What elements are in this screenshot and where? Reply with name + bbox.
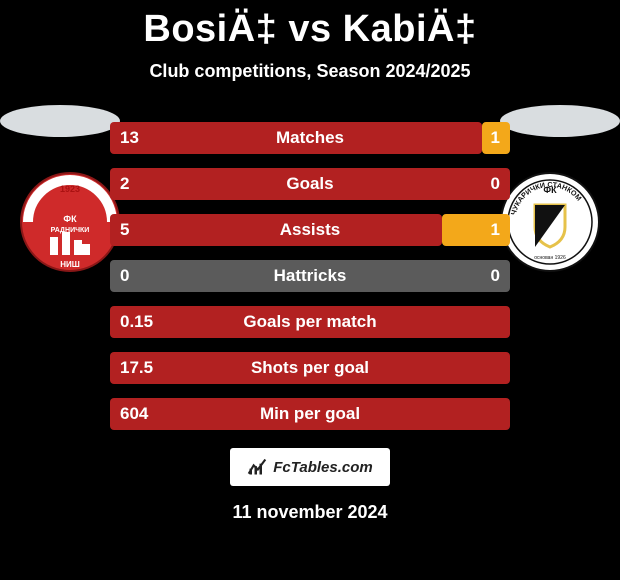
chart-icon bbox=[247, 457, 267, 477]
stat-row: 51Assists bbox=[110, 214, 510, 246]
svg-text:ФК: ФК bbox=[63, 214, 77, 224]
svg-text:НИШ: НИШ bbox=[60, 260, 80, 269]
stat-left-value: 17.5 bbox=[110, 352, 163, 384]
comparison-bars: 131Matches20Goals51Assists00Hattricks0.1… bbox=[110, 122, 510, 444]
stat-left-value: 604 bbox=[110, 398, 158, 430]
stat-left-value: 0.15 bbox=[110, 306, 163, 338]
page-title: BosiÄ‡ vs KabiÄ‡ bbox=[0, 0, 620, 51]
svg-text:основан 1926: основан 1926 bbox=[534, 255, 566, 261]
watermark: FcTables.com bbox=[230, 448, 390, 486]
stat-row: 0.15Goals per match bbox=[110, 306, 510, 338]
bar-left bbox=[110, 122, 482, 154]
club-logo-left: 1923 ФК РАДНИЧКИ НИШ bbox=[20, 172, 120, 272]
stat-row: 17.5Shots per goal bbox=[110, 352, 510, 384]
stat-right-value: 0 bbox=[481, 168, 510, 200]
stat-left-value: 0 bbox=[110, 260, 139, 292]
subtitle: Club competitions, Season 2024/2025 bbox=[0, 61, 620, 82]
bar-neutral bbox=[110, 260, 510, 292]
stat-row: 604Min per goal bbox=[110, 398, 510, 430]
bar-left bbox=[110, 214, 442, 246]
stat-right-value: 0 bbox=[481, 260, 510, 292]
bar-left bbox=[110, 306, 510, 338]
watermark-text: FcTables.com bbox=[273, 459, 372, 476]
stat-left-value: 13 bbox=[110, 122, 149, 154]
player-silhouette-right bbox=[500, 105, 620, 137]
bar-left bbox=[110, 352, 510, 384]
player-silhouette-left bbox=[0, 105, 120, 137]
stat-right-value: 1 bbox=[481, 214, 510, 246]
bar-left bbox=[110, 398, 510, 430]
club-year: 1923 bbox=[60, 184, 80, 194]
stat-left-value: 2 bbox=[110, 168, 139, 200]
date-text: 11 november 2024 bbox=[0, 502, 620, 523]
stat-right-value: 1 bbox=[481, 122, 510, 154]
bar-left bbox=[110, 168, 510, 200]
club-logo-right: ФК ЧУКАРИЧКИ СТАНКОМ основан 1926 bbox=[500, 172, 600, 272]
stat-row: 131Matches bbox=[110, 122, 510, 154]
stat-row: 00Hattricks bbox=[110, 260, 510, 292]
stat-left-value: 5 bbox=[110, 214, 139, 246]
stat-row: 20Goals bbox=[110, 168, 510, 200]
